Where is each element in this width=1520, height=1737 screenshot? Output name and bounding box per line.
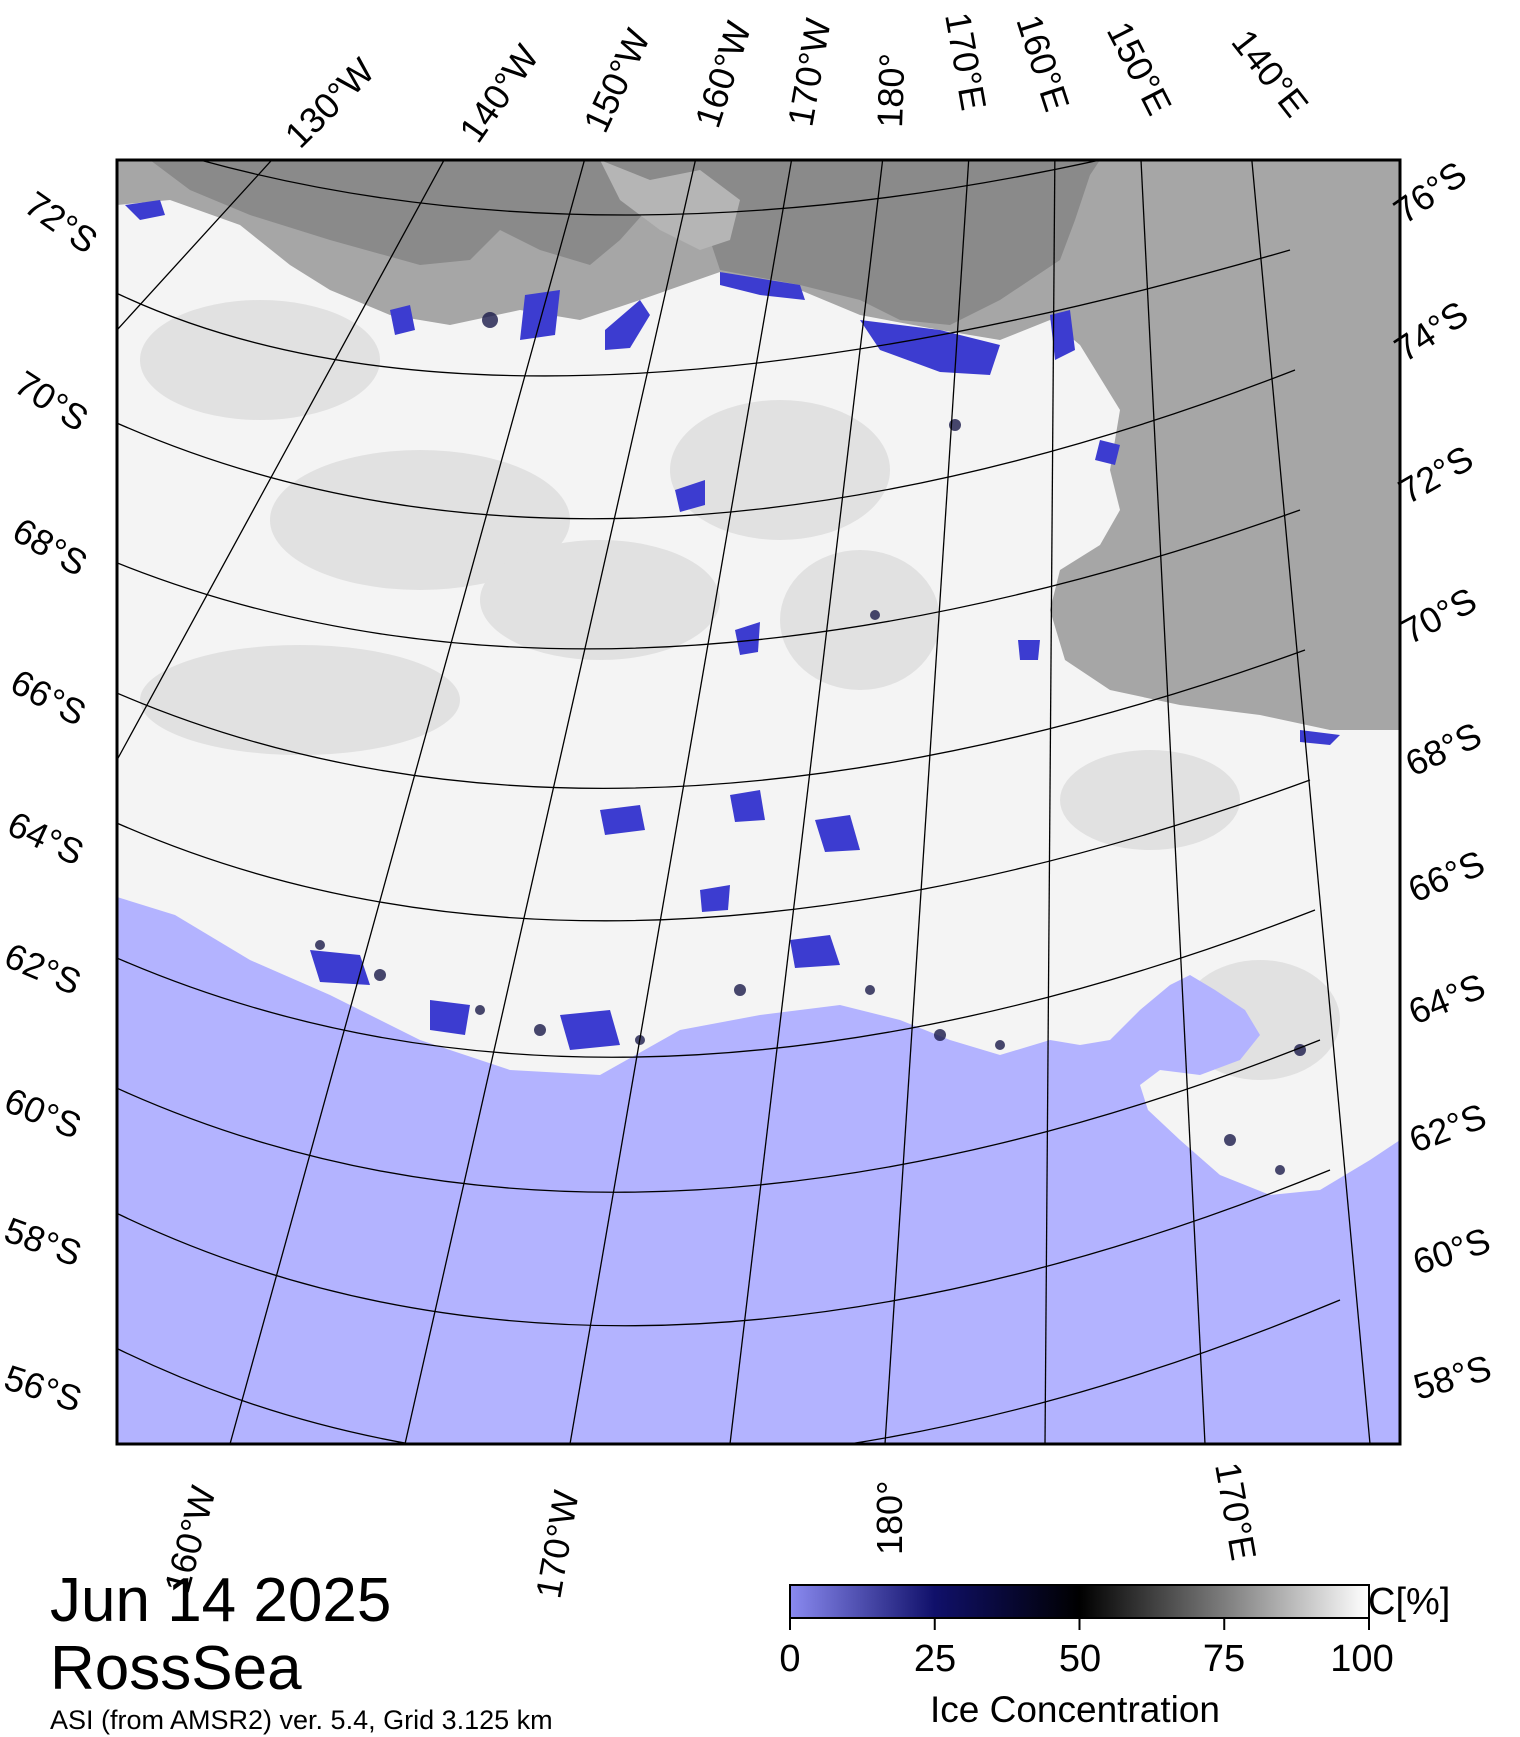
lon-label-top: 140°E xyxy=(1224,22,1317,125)
ice-edge-dark-specks xyxy=(315,312,1306,1175)
lon-label-bottom: 170°E xyxy=(1207,1459,1264,1563)
lat-label-right: 60°S xyxy=(1408,1219,1495,1282)
lat-label-right: 72°S xyxy=(1392,437,1480,512)
lon-label-top: 180° xyxy=(869,52,913,128)
lat-label-right: 70°S xyxy=(1395,579,1484,652)
map-frame xyxy=(115,158,1402,1446)
colorbar-tick-label: 0 xyxy=(779,1638,801,1680)
lon-label-bottom: 170°W xyxy=(528,1487,587,1601)
colorbar-gradient xyxy=(789,1584,1370,1619)
right-latitude-labels: 76°S 74°S 72°S 70°S 68°S 66°S 64°S 62°S … xyxy=(1386,153,1496,1408)
lon-label-top: 170°E xyxy=(937,9,994,113)
colorbar-unit: C[%] xyxy=(1368,1581,1451,1623)
lat-label-left: 64°S xyxy=(2,803,90,873)
graticule xyxy=(117,160,1371,1444)
lat-label-left: 68°S xyxy=(6,509,94,584)
source-label: ASI (from AMSR2) ver. 5.4, Grid 3.125 km xyxy=(50,1705,553,1735)
colorbar xyxy=(789,1584,1370,1630)
lat-label-left: 66°S xyxy=(4,661,93,734)
lat-label-right: 66°S xyxy=(1402,842,1490,910)
lat-label-right: 68°S xyxy=(1399,714,1487,784)
colorbar-title: Ice Concentration xyxy=(930,1689,1221,1730)
lon-label-top: 130°W xyxy=(277,50,383,156)
lat-label-right: 58°S xyxy=(1409,1347,1496,1408)
longitude-lines xyxy=(117,160,1371,1444)
colorbar-tick-label: 50 xyxy=(1058,1638,1102,1680)
lat-label-right: 64°S xyxy=(1403,965,1491,1032)
colorbar-tick-label: 25 xyxy=(913,1638,957,1680)
low-concentration-patches xyxy=(125,200,1340,1050)
date-label: Jun 14 2025 xyxy=(50,1566,392,1635)
ice-shelf xyxy=(150,160,1100,325)
lat-label-left: 58°S xyxy=(0,1209,87,1274)
lon-label-top: 160°W xyxy=(687,17,760,133)
left-latitude-labels: 72°S 70°S 68°S 66°S 64°S 62°S 60°S 58°S … xyxy=(0,183,105,1420)
colorbar-tick-label: 75 xyxy=(1202,1638,1246,1680)
lon-label-top: 160°E xyxy=(1008,10,1077,116)
lon-label-top: 150°W xyxy=(575,23,658,139)
lat-label-right: 62°S xyxy=(1404,1095,1492,1160)
top-longitude-labels: 130°W 140°W 150°W 160°W 170°W 180° 170°E… xyxy=(277,9,1317,155)
lat-label-left: 56°S xyxy=(0,1357,87,1420)
lon-label-top: 170°W xyxy=(780,15,839,129)
latitude-lines xyxy=(117,160,1341,1444)
lat-label-left: 60°S xyxy=(0,1079,87,1146)
region-label: RossSea xyxy=(50,1634,302,1703)
lat-label-left: 70°S xyxy=(8,362,96,439)
ice-shelf-light xyxy=(600,160,740,250)
lon-label-bottom: 180° xyxy=(869,1481,910,1555)
lat-label-left: 62°S xyxy=(0,935,87,1003)
colorbar-tick-label: 100 xyxy=(1330,1638,1394,1680)
open-water xyxy=(117,897,1400,1444)
lat-label-left: 72°S xyxy=(17,183,105,262)
lon-label-top: 140°W xyxy=(451,37,547,149)
lon-label-top: 150°E xyxy=(1099,15,1180,121)
land xyxy=(117,160,1400,730)
